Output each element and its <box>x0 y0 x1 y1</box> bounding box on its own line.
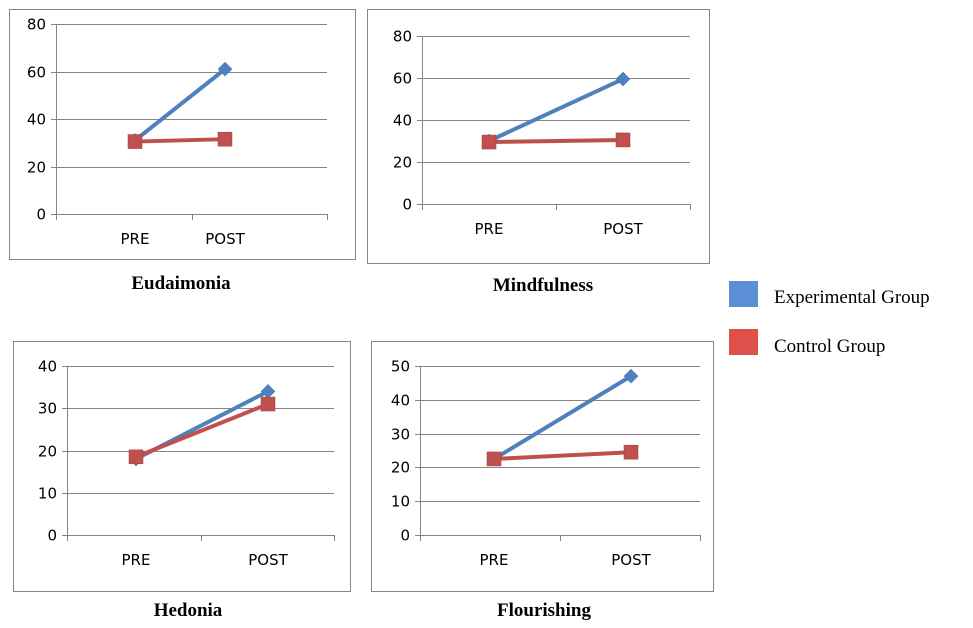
y-tick-label: 60 <box>393 70 412 88</box>
series-line-experimental <box>488 77 624 143</box>
chart-title: Mindfulness <box>493 275 593 296</box>
y-tick-label: 30 <box>391 426 410 444</box>
chart-frame <box>9 9 356 260</box>
y-tick-label: 40 <box>393 112 412 130</box>
chart-frame <box>371 341 714 592</box>
series-line-control <box>135 402 269 459</box>
y-tick-label: 0 <box>47 527 57 545</box>
y-tick-label: 40 <box>27 111 46 129</box>
series-line-experimental <box>133 67 227 142</box>
y-tick-label: 0 <box>36 206 46 224</box>
data-point-experimental <box>623 368 639 384</box>
chart-frame <box>13 341 351 592</box>
data-point-experimental <box>615 71 631 87</box>
y-tick-label: 0 <box>400 527 410 545</box>
chart-panel-flourishing: 0 10 20 30 40 50 PRE POST Flourishing <box>371 341 714 621</box>
chart-frame <box>367 9 710 264</box>
y-tick-label: 80 <box>27 16 46 34</box>
y-tick-label: 40 <box>38 358 57 376</box>
chart-title: Flourishing <box>497 600 591 621</box>
data-point-control <box>623 444 639 460</box>
data-point-control <box>486 451 502 467</box>
y-tick-label: 10 <box>391 493 410 511</box>
chart-title: Eudaimonia <box>131 273 231 294</box>
data-point-control <box>260 396 276 412</box>
y-tick-label: 50 <box>391 358 410 376</box>
data-point-control <box>128 449 144 465</box>
y-tick-label: 10 <box>38 485 57 503</box>
data-point-control <box>217 131 233 147</box>
x-tick-label: POST <box>611 551 651 569</box>
y-tick-label: 20 <box>391 459 410 477</box>
chart-panel-eudaimonia: 0 20 40 60 80 PRE POST Eudaimonia <box>9 9 356 294</box>
data-point-control <box>481 134 497 150</box>
chart-title: Hedonia <box>154 600 223 621</box>
x-tick-label: PRE <box>121 230 150 248</box>
series-line-control <box>134 137 226 144</box>
data-point-control <box>127 134 143 149</box>
x-tick-label: POST <box>248 551 288 569</box>
charts-group: 0 20 40 60 80 PRE POST Eudaimonia 0 20 40 60 80 PRE PO… <box>9 9 714 621</box>
legend-label: Experimental Group <box>774 287 930 308</box>
y-tick-label: 80 <box>393 28 412 46</box>
y-tick-label: 20 <box>393 154 412 172</box>
data-point-control <box>615 132 631 148</box>
legend-swatch-control <box>729 329 758 355</box>
x-tick-label: POST <box>205 230 245 248</box>
y-tick-label: 20 <box>38 443 57 461</box>
y-tick-label: 30 <box>38 400 57 418</box>
legend-label: Control Group <box>774 336 885 357</box>
x-tick-label: PRE <box>475 220 504 238</box>
chart-panel-hedonia: 0 10 20 30 40 PRE POST Hedonia <box>13 341 351 621</box>
series-line-control <box>488 137 624 145</box>
legend: Experimental Group Control Group <box>729 281 930 357</box>
y-tick-label: 0 <box>402 196 412 214</box>
x-tick-label: PRE <box>122 551 151 569</box>
series-line-control <box>493 450 632 461</box>
legend-swatch-experimental <box>729 281 758 307</box>
chart-panel-mindfulness: 0 20 40 60 80 PRE POST Mindfulness <box>367 9 710 296</box>
y-tick-label: 60 <box>27 64 46 82</box>
data-point-experimental <box>217 61 233 77</box>
y-tick-label: 20 <box>27 159 46 177</box>
series-line-experimental <box>492 374 633 461</box>
x-tick-label: PRE <box>480 551 509 569</box>
x-tick-label: POST <box>603 220 643 238</box>
y-tick-label: 40 <box>391 392 410 410</box>
